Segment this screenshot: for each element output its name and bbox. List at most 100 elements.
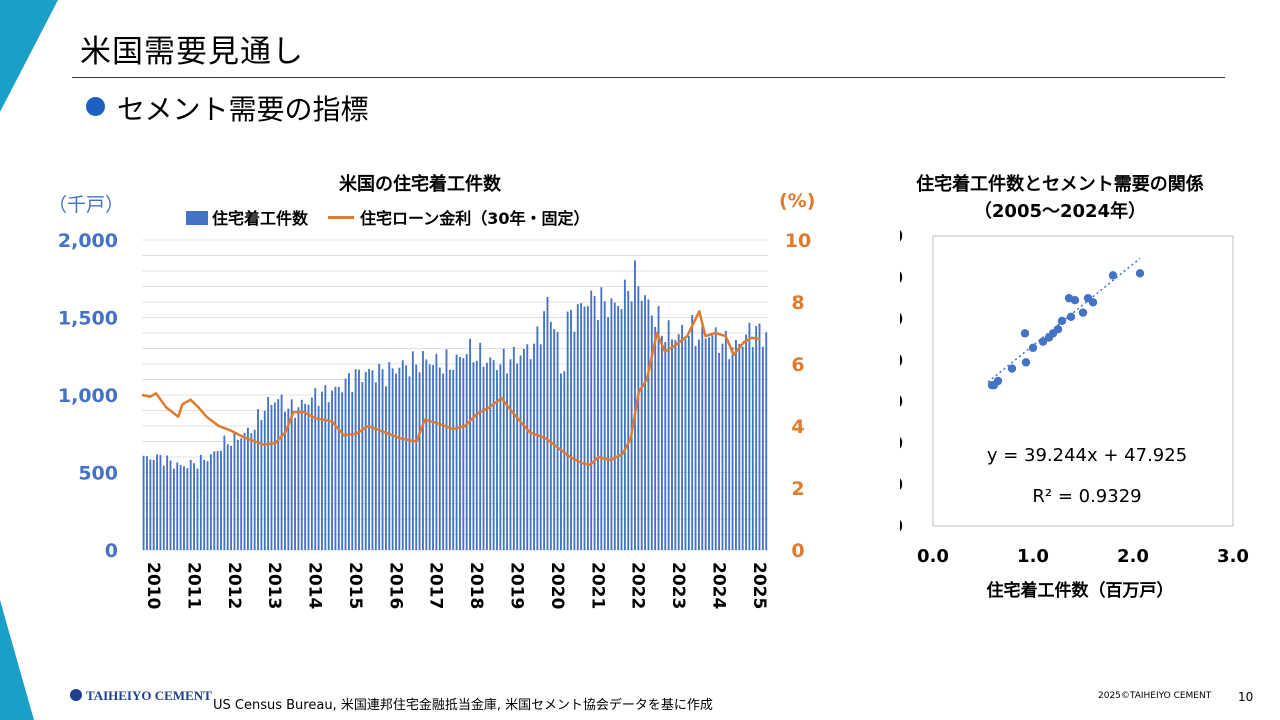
housing-starts-bar xyxy=(623,279,626,550)
scatter-x-tick-label: 0.0 xyxy=(917,546,949,567)
housing-starts-bar xyxy=(209,454,212,550)
housing-starts-bar xyxy=(358,369,360,550)
housing-starts-bar xyxy=(260,420,263,550)
housing-starts-bar xyxy=(650,315,653,550)
page-subtitle: セメント需要の指標 xyxy=(117,93,369,126)
housing-starts-bar xyxy=(644,295,646,550)
housing-starts-bar xyxy=(186,468,189,550)
page-number: 10 xyxy=(1238,690,1254,704)
housing-starts-bar xyxy=(512,346,515,550)
housing-starts-bar xyxy=(519,355,522,550)
scatter-x-tick-label: 2.0 xyxy=(1117,546,1149,567)
title-divider xyxy=(72,77,1225,78)
housing-starts-bar xyxy=(169,460,172,550)
scatter-point xyxy=(1038,337,1048,346)
housing-starts-bar xyxy=(620,309,623,550)
housing-starts-bar xyxy=(469,338,471,550)
cement-scatter-chart: 0 20 40 60 80 100 120 140 0.0 1.0 2.0 3.0 住宅着工件数（百万戸… xyxy=(900,226,1249,601)
housing-starts-bar xyxy=(660,335,663,550)
housing-starts-bar xyxy=(506,373,509,550)
housing-starts-bar xyxy=(351,392,354,550)
right-y-tick-label: 6 xyxy=(791,354,804,376)
housing-starts-bar xyxy=(381,369,384,550)
housing-starts-bar xyxy=(654,326,657,550)
housing-starts-bar xyxy=(435,353,438,550)
housing-starts-bar xyxy=(610,298,613,550)
left-y-tick-label: 1,000 xyxy=(58,385,118,407)
housing-starts-bar xyxy=(556,331,559,550)
housing-starts-bar xyxy=(748,322,751,550)
scatter-point xyxy=(1053,325,1063,334)
housing-starts-bar xyxy=(536,326,539,550)
scatter-point xyxy=(1135,269,1145,278)
bottom-left-corner-triangle xyxy=(0,600,34,720)
x-year-tick-label: 2025 xyxy=(749,562,769,609)
housing-starts-bar xyxy=(728,359,731,550)
housing-starts-bar xyxy=(714,327,717,550)
x-year-tick-label: 2012 xyxy=(224,562,244,609)
housing-starts-bar xyxy=(428,364,431,550)
housing-starts-bar xyxy=(179,464,182,550)
housing-starts-bar xyxy=(294,417,296,550)
housing-starts-bar xyxy=(472,362,475,550)
housing-starts-bar xyxy=(267,397,270,550)
right-axis-unit: (%) xyxy=(779,190,816,212)
housing-starts-bar xyxy=(704,338,707,550)
housing-starts-bar xyxy=(761,346,764,550)
page-title: 米国需要見通し xyxy=(80,34,304,70)
scatter-y-tick-label: 0 xyxy=(900,516,903,537)
housing-starts-bar xyxy=(671,339,673,550)
housing-starts-bar xyxy=(583,306,586,550)
housing-starts-bar xyxy=(691,314,694,550)
housing-starts-bar xyxy=(236,439,239,550)
scatter-point xyxy=(993,376,1003,386)
housing-starts-bar xyxy=(371,370,374,550)
housing-starts-bar xyxy=(459,356,461,550)
housing-starts-bar xyxy=(607,317,609,550)
x-year-tick-label: 2010 xyxy=(143,562,163,609)
legend-line-label: 住宅ローン金利（30年・固定） xyxy=(360,209,590,228)
x-year-tick-label: 2015 xyxy=(345,562,365,609)
housing-starts-bar xyxy=(152,459,155,550)
x-year-tick-label: 2019 xyxy=(506,562,526,609)
housing-starts-bar xyxy=(216,451,219,550)
housing-starts-bar xyxy=(368,368,371,550)
scatter-y-tick-label: 100 xyxy=(900,309,903,330)
housing-starts-bar xyxy=(203,459,206,550)
housing-starts-bar xyxy=(765,332,768,550)
housing-starts-bar xyxy=(331,390,333,550)
left-axis-unit: （千戸） xyxy=(48,194,125,216)
housing-starts-bar xyxy=(378,363,381,550)
housing-starts-bar xyxy=(233,431,236,550)
logo-mark-icon xyxy=(70,689,82,701)
left-chart-title: 米国の住宅着工件数 xyxy=(339,174,501,195)
housing-starts-bar xyxy=(395,373,397,550)
left-chart-legend: 住宅着工件数 住宅ローン金利（30年・固定） xyxy=(186,205,589,229)
scatter-y-tick-label: 20 xyxy=(900,475,903,496)
housing-starts-bar xyxy=(452,369,455,550)
housing-starts-bar xyxy=(496,370,498,550)
housing-starts-bar xyxy=(176,462,179,550)
housing-starts-bar xyxy=(300,399,303,550)
housing-starts-bar xyxy=(499,364,502,550)
scatter-y-tick-label: 140 xyxy=(900,226,903,247)
housing-starts-bar xyxy=(196,468,199,550)
left-y-tick-label: 2,000 xyxy=(58,230,118,252)
housing-starts-bar xyxy=(290,399,293,550)
housing-starts-bar xyxy=(489,357,492,550)
housing-starts-bar xyxy=(448,369,451,550)
housing-starts-bar xyxy=(563,371,566,550)
housing-starts-bar xyxy=(502,348,505,550)
x-year-tick-label: 2022 xyxy=(628,562,648,609)
housing-starts-bar xyxy=(347,373,350,550)
housing-starts-bar xyxy=(751,347,754,550)
x-year-tick-label: 2023 xyxy=(668,562,688,609)
housing-starts-bar xyxy=(206,461,209,550)
scatter-y-tick-label: 40 xyxy=(900,433,903,454)
housing-starts-bar xyxy=(310,397,313,550)
housing-starts-bar xyxy=(677,334,680,550)
housing-starts-bar xyxy=(230,445,233,550)
housing-starts-bar xyxy=(526,344,529,550)
housing-starts-bar xyxy=(364,372,367,550)
housing-starts-bar xyxy=(422,351,424,550)
